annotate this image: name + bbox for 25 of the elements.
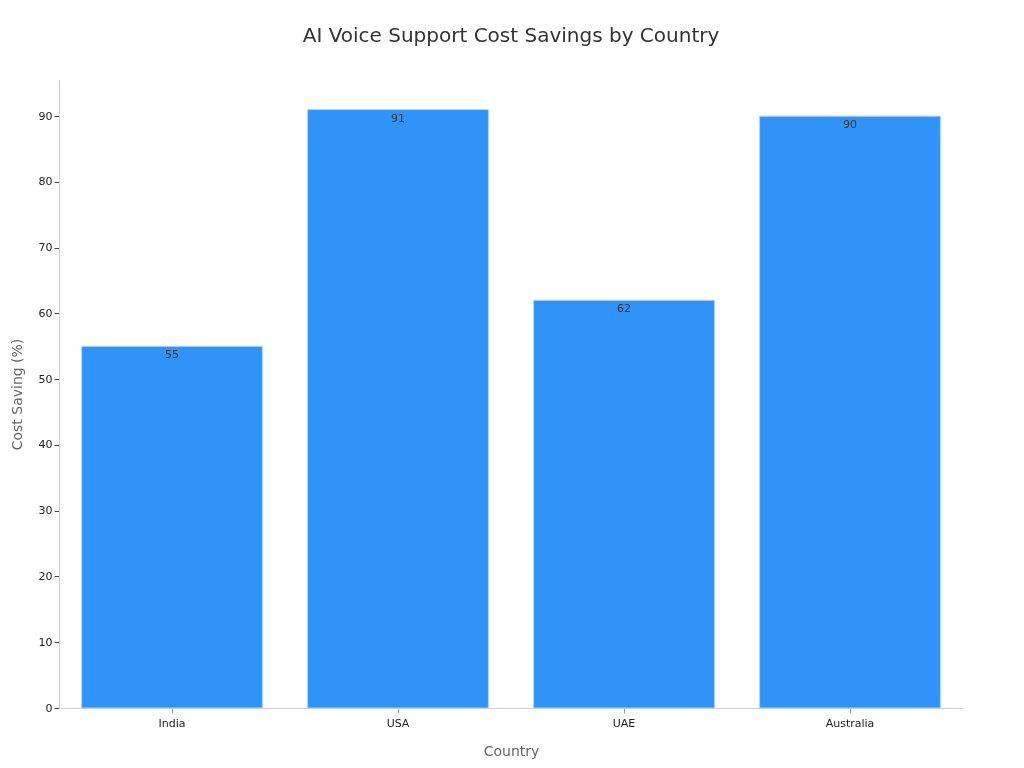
y-axis-title: Cost Saving (%) bbox=[8, 338, 25, 451]
bar bbox=[307, 109, 489, 709]
x-tick-label: India bbox=[158, 716, 186, 730]
y-tick-label: 30 bbox=[38, 504, 53, 518]
data-label: 55 bbox=[165, 348, 179, 362]
y-tick-label: 80 bbox=[38, 175, 53, 189]
y-tick-label: 20 bbox=[38, 569, 53, 583]
bar bbox=[533, 299, 715, 709]
chart-title: AI Voice Support Cost Savings by Country bbox=[302, 23, 720, 47]
y-tick-label: 40 bbox=[38, 438, 53, 452]
y-tick-label: 10 bbox=[38, 635, 53, 649]
y-tick-label: 70 bbox=[38, 241, 53, 255]
y-tick-label: 50 bbox=[38, 372, 53, 386]
data-label: 90 bbox=[843, 118, 857, 132]
data-label: 91 bbox=[391, 111, 405, 125]
x-axis-title: Country bbox=[483, 742, 540, 759]
y-tick-label: 90 bbox=[38, 109, 53, 123]
x-tick-label: UAE bbox=[612, 716, 636, 730]
y-tick-label: 60 bbox=[38, 306, 53, 320]
x-tick-label: Australia bbox=[825, 716, 875, 730]
x-tick-label: USA bbox=[386, 716, 410, 730]
bar bbox=[759, 115, 941, 709]
data-label: 62 bbox=[617, 302, 631, 316]
bar bbox=[81, 345, 263, 709]
y-tick-label: 0 bbox=[45, 701, 53, 715]
